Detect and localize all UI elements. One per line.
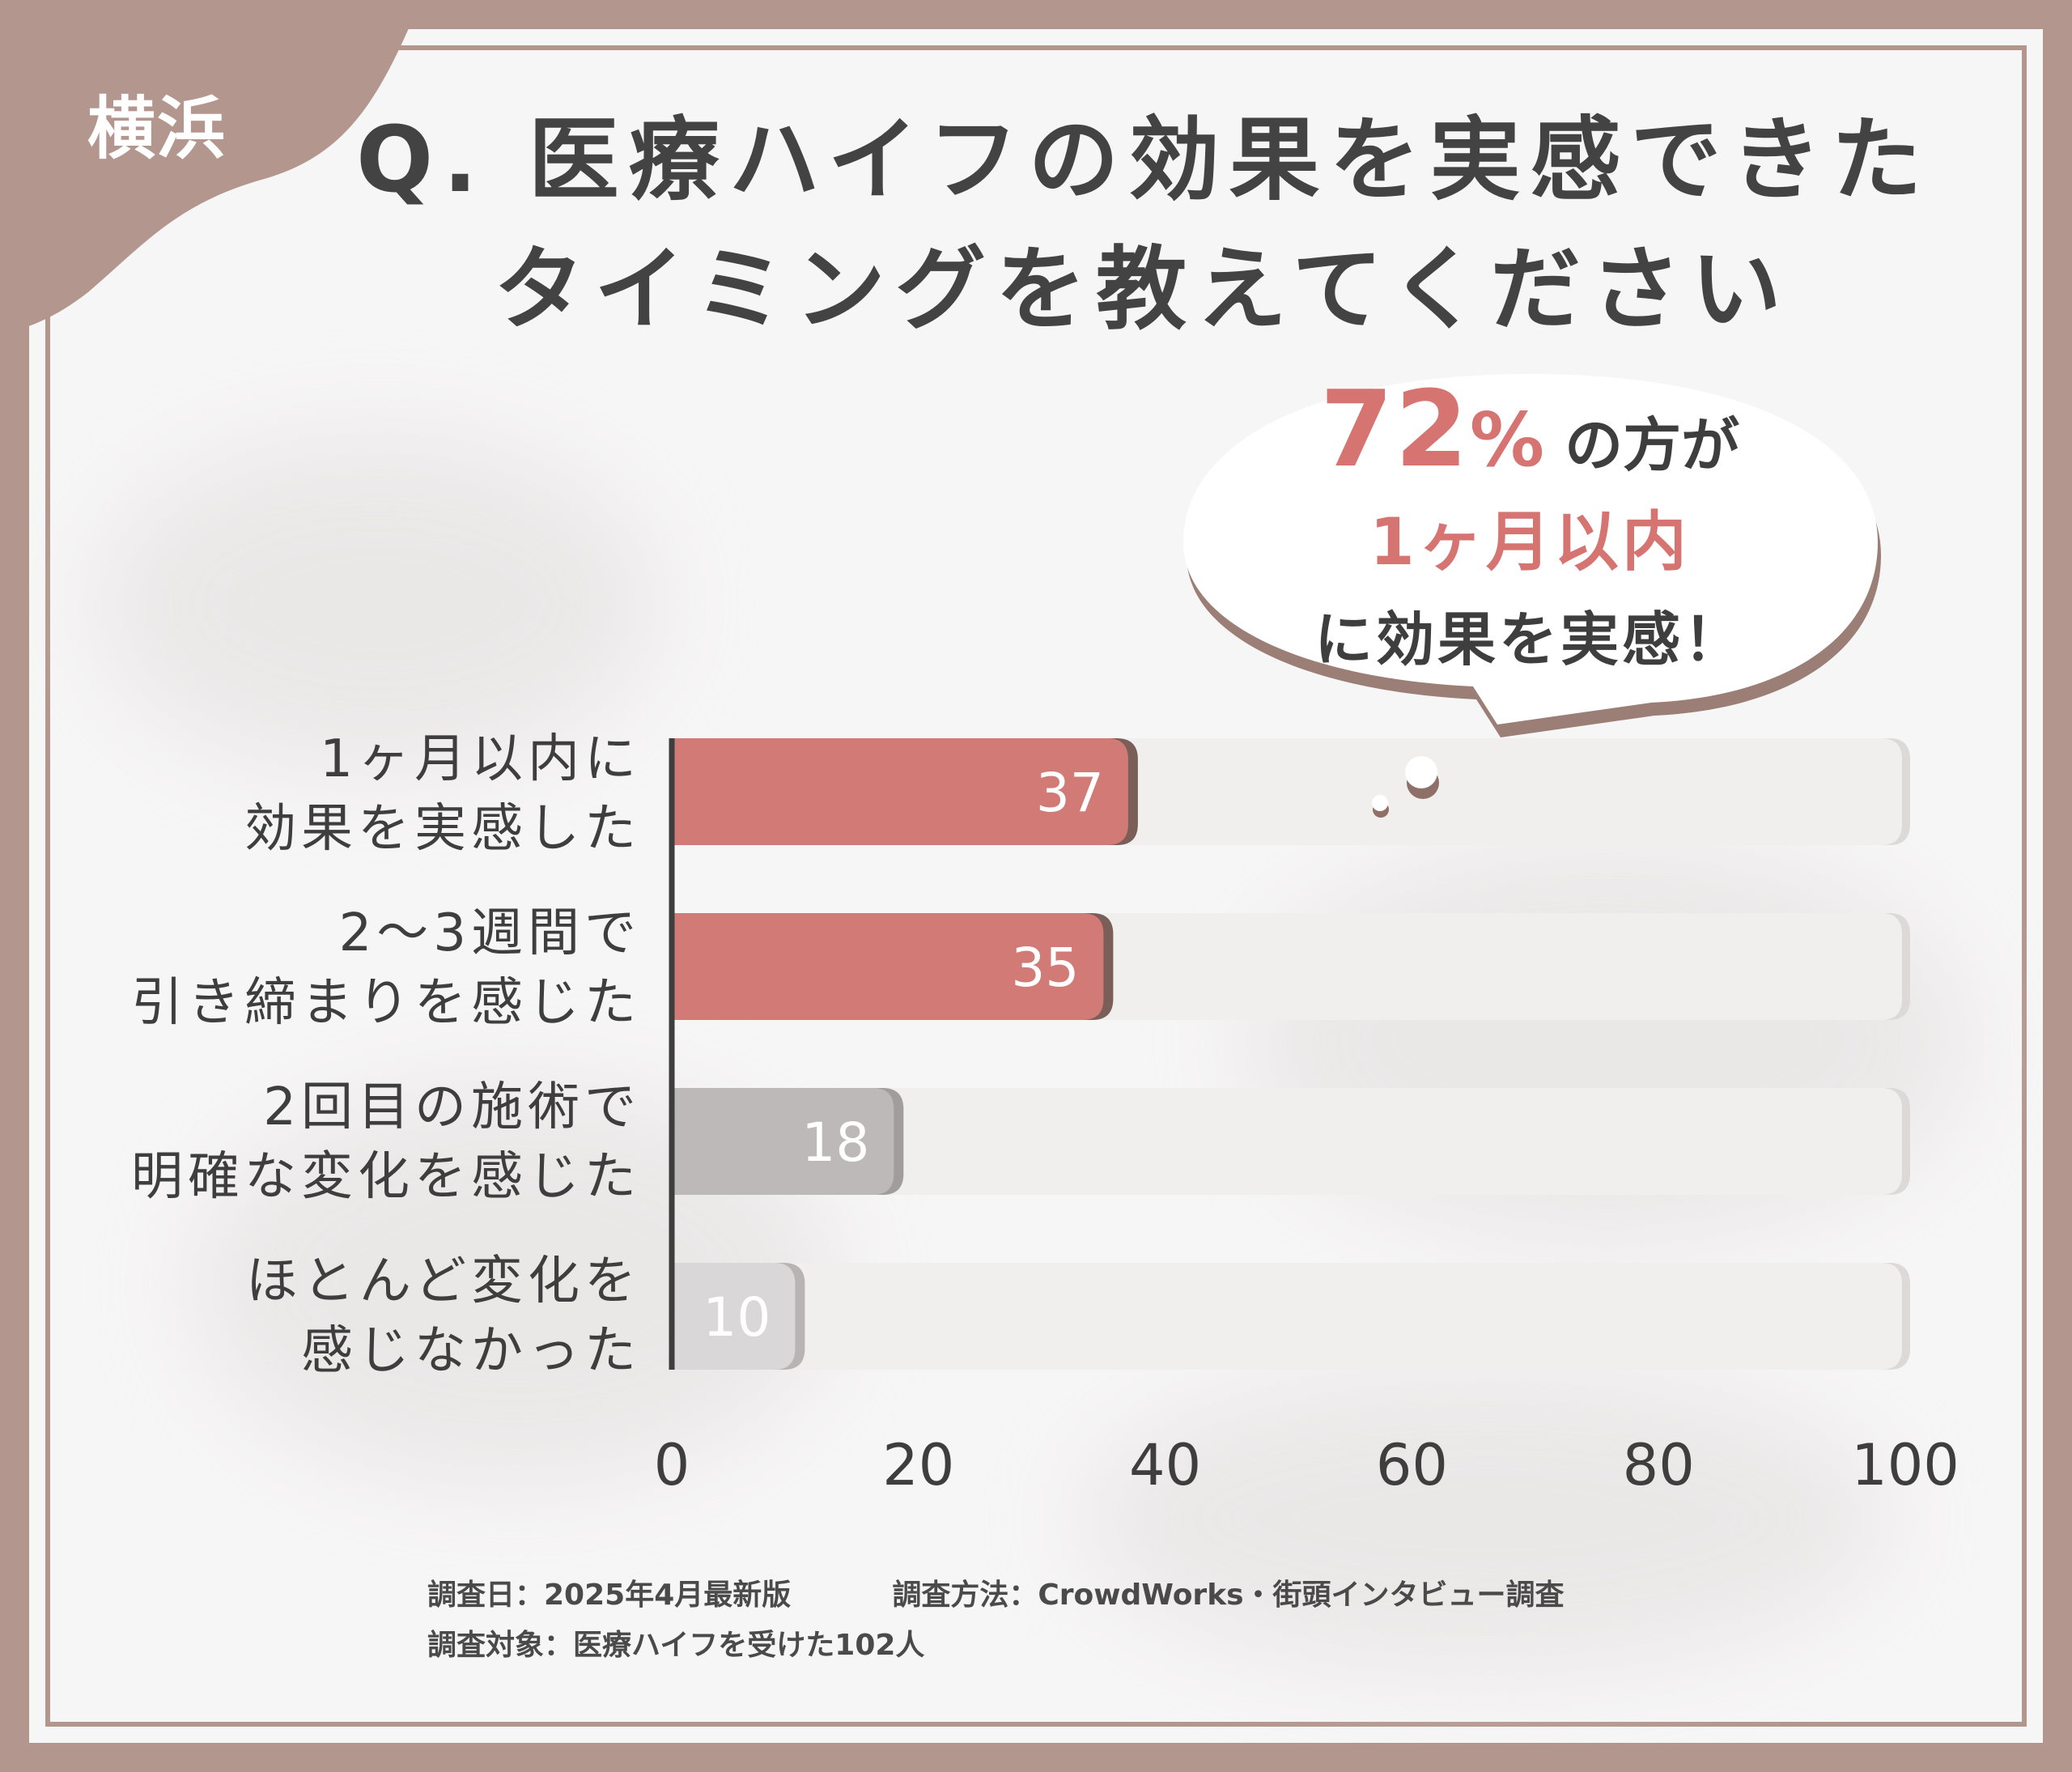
callout-percent-suffix: の方が	[1565, 411, 1740, 479]
x-tick-label: 100	[1851, 1432, 1959, 1498]
bar-value-label: 18	[801, 1111, 869, 1174]
category-label-1: 1ヶ月以内に 効果を実感した	[244, 729, 641, 859]
x-tick-label: 40	[1129, 1432, 1201, 1498]
callout-highlight: 1ヶ月以内	[1369, 504, 1690, 580]
survey-method: 調査方法：CrowdWorks・街頭インタビュー調査	[892, 1579, 1565, 1612]
callout-percent-sign: %	[1469, 397, 1544, 483]
background-shade	[94, 434, 660, 774]
category-label-3: 2回目の施術で 明確な変化を感じた	[131, 1077, 641, 1207]
bar-track	[672, 1088, 1902, 1195]
bar	[672, 913, 1104, 1020]
survey-footer: 調査日：2025年4月最新版 調査方法：CrowdWorks・街頭インタビュー調…	[427, 1570, 1565, 1671]
background-shade	[1081, 1365, 1891, 1672]
x-tick-label: 0	[654, 1432, 690, 1498]
bar	[672, 738, 1128, 845]
bar-track	[672, 1263, 1902, 1370]
corner-badge-shape	[0, 0, 421, 334]
callout-tail: に効果を実感！	[1314, 606, 1745, 674]
page-title: Q. 医療ハイフの効果を実感できた タイミングを教えてください	[356, 96, 2056, 355]
callout-text: 72% の方が 1ヶ月以内 に効果を実感！	[1198, 376, 1862, 688]
bar	[672, 1263, 796, 1370]
category-label-4: ほとんど変化を 感じなかった	[245, 1251, 641, 1381]
category-label-2: 2〜3週間で 引き締まりを感じた	[131, 903, 641, 1033]
title-line-2: タイミングを教えてください	[494, 237, 1792, 342]
x-axis-ticks: 0 20 40 60 80 100	[654, 1432, 1959, 1498]
bubble-dot-small	[1372, 795, 1388, 811]
bubble-dot-large	[1405, 756, 1437, 788]
survey-target: 調査対象：医療ハイフを受けた102人	[427, 1629, 925, 1662]
bars: 37 35 18 10	[672, 738, 1138, 1370]
survey-date: 調査日：2025年4月最新版	[427, 1579, 792, 1612]
bar-value-label: 35	[1011, 937, 1079, 999]
bar-value-label: 37	[1036, 762, 1104, 824]
bar	[672, 1088, 894, 1195]
title-line-1: Q. 医療ハイフの効果を実感できた	[356, 108, 1932, 213]
x-tick-label: 80	[1623, 1432, 1695, 1498]
location-badge: 横浜	[87, 89, 227, 168]
callout-percent: 72	[1319, 368, 1470, 491]
x-tick-label: 60	[1376, 1432, 1448, 1498]
speech-bubble	[1183, 374, 1881, 737]
x-tick-label: 20	[882, 1432, 954, 1498]
bubble-dots	[1372, 756, 1439, 818]
bar-value-label: 10	[703, 1286, 771, 1349]
